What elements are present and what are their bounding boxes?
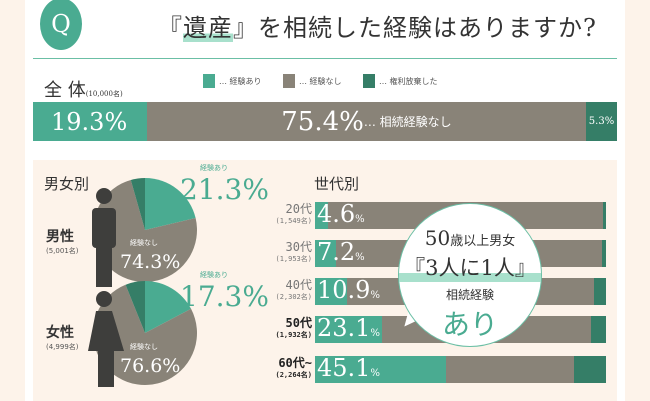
male-icon — [92, 188, 116, 287]
male-yes-caption: 経験あり — [200, 164, 228, 172]
legend-renounced: … 権利放棄した — [363, 74, 438, 88]
age-label: 50代 (1,932名) — [275, 316, 312, 339]
age-bar-yes — [315, 202, 329, 229]
pie-slice-male-no — [93, 179, 198, 282]
age-bar-renounced — [591, 316, 606, 343]
question-title: 『遺産』を相続した経験はありますか? — [158, 14, 597, 42]
male-no-value: 74.3% — [120, 251, 181, 273]
overall-yes: 19.3% — [33, 102, 147, 141]
pie-slice-male-renounced — [130, 178, 145, 230]
age-bar-yes — [315, 356, 447, 383]
q-badge: Q — [40, 0, 82, 50]
overall-no: 75.4%… 相続経験なし — [146, 102, 587, 141]
gender-title: 男女別 — [44, 175, 90, 193]
age-bar-yes — [315, 316, 383, 343]
age-bar: 45.1% — [315, 354, 606, 383]
age-label: 60代~ (2,264名) — [275, 356, 312, 379]
pie-slice-male-yes — [145, 178, 196, 230]
age-label: 30代 (1,953名) — [275, 240, 312, 263]
legend-yes: … 経験あり — [203, 74, 262, 88]
female-no-caption: 経験なし — [130, 343, 158, 351]
male-no-caption: 経験なし — [130, 239, 158, 247]
male-label: 男性 (5,001名) — [46, 229, 79, 255]
female-yes-caption: 経験あり — [200, 271, 228, 279]
age-label: 40代 (2,302名) — [275, 278, 312, 301]
age-bar-renounced — [601, 240, 606, 267]
age-value: 45.1% — [317, 354, 380, 382]
legend-no: … 経験なし — [283, 74, 342, 88]
overall-bar: 19.3% 75.4%… 相続経験なし 5.3% — [33, 102, 617, 141]
age-label: 20代 (1,549名) — [275, 202, 312, 225]
pie-slice-female-no — [93, 284, 198, 385]
female-icon — [88, 291, 124, 387]
overall-label: 全 体(10,000名) — [44, 80, 123, 101]
male-yes-value: 21.3% — [180, 173, 269, 206]
divider — [33, 58, 617, 59]
female-no-value: 76.6% — [120, 355, 181, 377]
pie-slice-female-yes — [145, 281, 192, 333]
age-bar-yes — [315, 278, 347, 305]
age-bar-yes — [315, 240, 336, 267]
age-value: 10.9% — [317, 276, 380, 304]
age-title: 世代別 — [314, 175, 360, 193]
age-value: 4.6% — [317, 200, 365, 228]
age-bar-renounced — [603, 202, 606, 229]
age-bar-renounced — [594, 278, 606, 305]
female-label: 女性 (4,999名) — [46, 325, 79, 351]
age-value: 7.2% — [317, 238, 365, 266]
overall-renounced: 5.3% — [586, 102, 617, 141]
age-value: 23.1% — [317, 314, 380, 342]
age-bar-renounced — [574, 356, 606, 383]
age-bar-no — [446, 356, 574, 383]
female-yes-value: 17.3% — [180, 280, 269, 313]
pie-slice-female-renounced — [125, 281, 145, 333]
callout-bubble: 50歳以上男女 『3人に1人』 相続経験 あり — [398, 203, 542, 347]
